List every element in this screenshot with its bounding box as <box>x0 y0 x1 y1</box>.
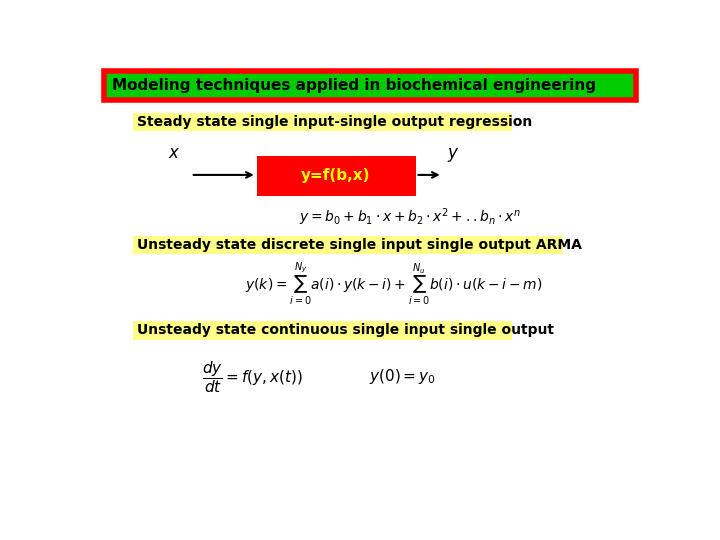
Text: Modeling techniques applied in biochemical engineering: Modeling techniques applied in biochemic… <box>112 78 595 93</box>
Text: $y(0) = y_0$: $y(0) = y_0$ <box>369 367 436 386</box>
Bar <box>104 71 636 100</box>
Text: Unsteady state discrete single input single output ARMA: Unsteady state discrete single input sin… <box>138 238 582 252</box>
Bar <box>256 156 415 195</box>
Text: x: x <box>168 144 179 163</box>
Text: $\dfrac{dy}{dt} = f(y, x(t))$: $\dfrac{dy}{dt} = f(y, x(t))$ <box>202 359 303 395</box>
Bar <box>132 236 563 254</box>
Text: Steady state single input-single output regression: Steady state single input-single output … <box>138 115 533 129</box>
Text: y: y <box>448 144 458 163</box>
Bar <box>132 112 513 131</box>
Text: $y(k) = \sum_{i=0}^{N_y} a(i) \cdot y(k-i) + \sum_{i=0}^{N_u} b(i) \cdot u(k-i-m: $y(k) = \sum_{i=0}^{N_y} a(i) \cdot y(k-… <box>245 261 542 308</box>
Text: y=f(b,x): y=f(b,x) <box>301 168 371 183</box>
Text: $y = b_0 + b_1 \cdot x + b_2 \cdot x^2 + ..b_n \cdot x^n$: $y = b_0 + b_1 \cdot x + b_2 \cdot x^2 +… <box>300 206 521 228</box>
Bar <box>132 321 513 340</box>
Text: Unsteady state continuous single input single output: Unsteady state continuous single input s… <box>138 323 554 338</box>
